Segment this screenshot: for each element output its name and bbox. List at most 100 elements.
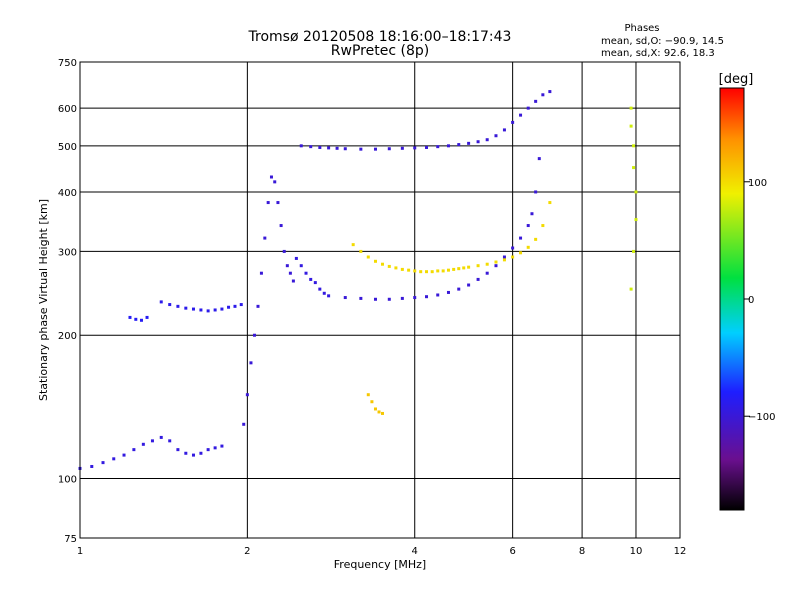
data-point xyxy=(526,224,530,228)
colorbar-tick-label: −100 xyxy=(748,412,775,423)
data-point xyxy=(632,249,636,253)
data-point xyxy=(373,259,377,263)
data-point xyxy=(494,260,498,264)
x-tick-label: 8 xyxy=(579,546,585,557)
data-point xyxy=(467,265,471,269)
data-point xyxy=(249,361,253,365)
data-point xyxy=(273,180,277,184)
data-point xyxy=(541,93,545,97)
stats-line-o: mean, sd,O: −90.9, 14.5 xyxy=(601,36,724,47)
data-point xyxy=(519,251,523,255)
data-point xyxy=(184,306,188,310)
data-point xyxy=(327,294,331,298)
data-point xyxy=(294,256,298,260)
data-point xyxy=(351,243,355,247)
data-point xyxy=(436,269,440,273)
data-point xyxy=(485,138,489,142)
data-point xyxy=(634,218,638,222)
data-point xyxy=(299,264,303,268)
data-point xyxy=(511,246,515,250)
data-point xyxy=(279,224,283,228)
colorbar-ticks: 100 0 −100 xyxy=(744,178,775,423)
data-point xyxy=(285,264,289,268)
data-point xyxy=(430,270,434,274)
data-point xyxy=(253,333,257,337)
data-point xyxy=(145,315,149,319)
data-point xyxy=(245,393,249,397)
data-point xyxy=(132,448,136,452)
data-point xyxy=(476,264,480,268)
data-point xyxy=(419,270,423,274)
data-point xyxy=(530,212,534,216)
data-point xyxy=(502,128,506,132)
data-points xyxy=(78,90,638,470)
y-tick-label: 100 xyxy=(58,475,77,486)
x-tick-label: 12 xyxy=(674,546,687,557)
data-point xyxy=(266,201,270,205)
data-point xyxy=(537,157,541,161)
data-point xyxy=(494,264,498,268)
data-point xyxy=(191,307,195,311)
data-point xyxy=(276,201,280,205)
y-tick-label: 300 xyxy=(58,247,77,258)
data-point xyxy=(467,141,471,145)
data-point xyxy=(387,147,391,151)
chart-title: Tromsø 20120508 18:16:00–18:17:43 xyxy=(248,29,512,45)
data-point xyxy=(327,146,331,150)
data-point xyxy=(526,106,530,110)
data-point xyxy=(199,451,203,455)
data-point xyxy=(168,439,172,443)
data-point xyxy=(139,318,143,322)
data-point xyxy=(282,249,286,253)
data-point xyxy=(206,309,210,313)
data-point xyxy=(191,453,195,457)
data-point xyxy=(256,304,260,308)
colorbar-tick-label: 0 xyxy=(748,295,754,306)
data-point xyxy=(425,145,429,149)
data-point xyxy=(141,442,145,446)
data-point xyxy=(269,175,273,179)
data-point xyxy=(452,267,456,271)
data-point xyxy=(441,269,445,273)
data-point xyxy=(541,224,545,228)
data-point xyxy=(343,147,347,151)
data-point xyxy=(413,146,417,150)
data-point xyxy=(176,304,180,308)
x-tick-label: 10 xyxy=(630,546,643,557)
x-ticks: 1 2 4 6 8 10 12 xyxy=(77,546,687,557)
data-point xyxy=(318,145,322,149)
data-point xyxy=(242,422,246,426)
data-point xyxy=(309,145,313,149)
data-point xyxy=(373,407,377,411)
y-tick-label: 750 xyxy=(58,58,77,69)
data-point xyxy=(159,300,163,304)
data-point xyxy=(366,393,370,397)
data-point xyxy=(122,453,126,457)
data-point xyxy=(150,439,154,443)
data-point xyxy=(407,268,411,272)
data-point xyxy=(288,271,292,275)
data-point xyxy=(629,106,633,110)
data-point xyxy=(457,143,461,147)
data-point xyxy=(220,307,224,311)
data-point xyxy=(168,303,172,307)
data-point xyxy=(206,448,210,452)
data-point xyxy=(380,411,384,415)
colorbar-label: [deg] xyxy=(719,72,754,87)
data-point xyxy=(457,267,461,271)
data-point xyxy=(263,236,267,240)
data-point xyxy=(213,308,217,312)
data-point xyxy=(176,448,180,452)
data-point xyxy=(548,90,552,94)
data-point xyxy=(101,461,105,465)
data-point xyxy=(446,144,450,148)
data-point xyxy=(446,290,450,294)
colorbar xyxy=(719,87,745,511)
data-point xyxy=(476,140,480,144)
x-tick-label: 1 xyxy=(77,546,83,557)
data-point xyxy=(413,296,417,300)
data-point xyxy=(511,120,515,124)
data-point xyxy=(90,464,94,468)
data-point xyxy=(462,266,466,270)
